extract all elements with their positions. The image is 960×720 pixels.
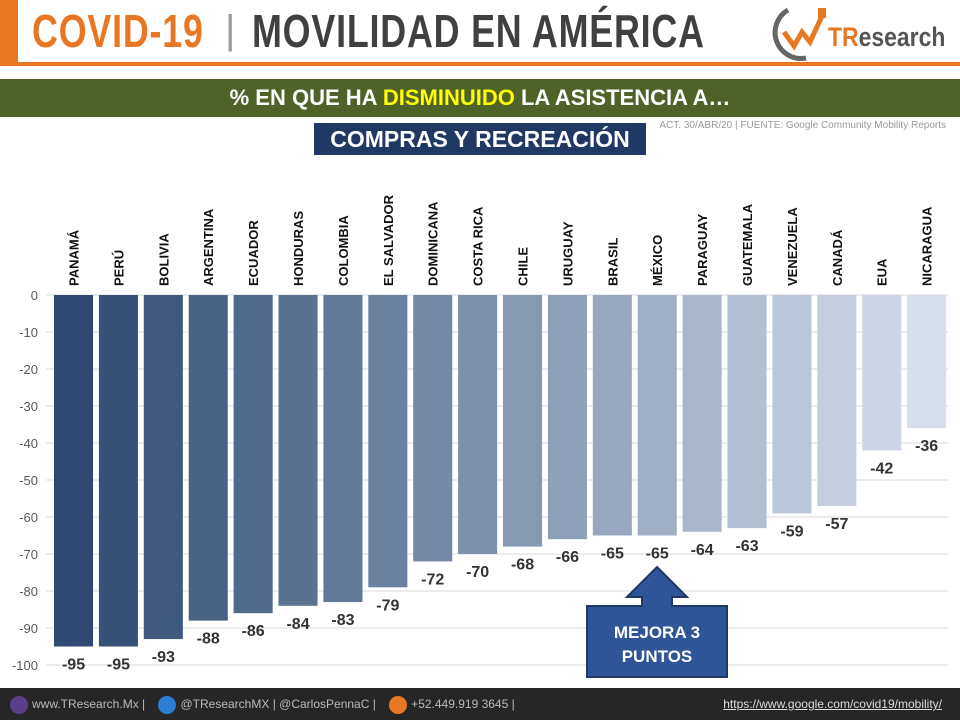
title-main: MOVILIDAD EN AMÉRICA	[252, 5, 705, 57]
category-label: VENEZUELA	[785, 207, 800, 286]
data-label: -42	[870, 460, 893, 477]
category-label: HONDURAS	[291, 211, 306, 286]
category-title: COMPRAS Y RECREACIÓN	[314, 123, 646, 155]
data-label: -86	[242, 623, 265, 640]
bar	[682, 295, 722, 532]
header: COVID-19 | MOVILIDAD EN AMÉRICA TResearc…	[0, 0, 960, 66]
y-tick-label: -50	[19, 473, 38, 488]
source-note: ACT. 30/ABR/20 | FUENTE: Google Communit…	[659, 120, 946, 131]
logo-text: TResearch	[828, 22, 946, 52]
data-label: -70	[466, 564, 489, 581]
bar	[727, 295, 767, 529]
bar	[907, 295, 947, 429]
y-tick-label: -100	[12, 658, 38, 673]
y-tick-label: -20	[19, 362, 38, 377]
data-label: -36	[915, 438, 938, 455]
bar	[368, 295, 408, 588]
footer-site[interactable]: www.TResearch.Mx	[32, 697, 139, 711]
accent-bar	[0, 0, 18, 66]
data-label: -95	[62, 657, 85, 674]
category-label: EL SALVADOR	[381, 194, 396, 286]
data-label: -79	[376, 597, 399, 614]
data-label: -63	[735, 538, 758, 555]
twitter-icon	[158, 695, 177, 714]
question-band: % EN QUE HA DISMINUIDO LA ASISTENCIA A…	[0, 79, 960, 117]
category-label: COSTA RICA	[471, 206, 486, 286]
category-label: PERÚ	[111, 250, 126, 286]
bar	[278, 295, 318, 606]
category-label: PARAGUAY	[695, 213, 710, 286]
y-tick-label: -70	[19, 547, 38, 562]
bar	[143, 295, 183, 640]
bar	[817, 295, 857, 506]
bar	[458, 295, 498, 554]
tresearch-logo-icon	[772, 7, 826, 61]
data-label: -68	[511, 557, 534, 574]
data-label: -84	[286, 616, 309, 633]
category-label: EUA	[875, 258, 890, 286]
footer-handle[interactable]: @CarlosPennaC	[279, 697, 370, 711]
category-label: BRASIL	[605, 238, 620, 286]
y-tick-label: -80	[19, 584, 38, 599]
bar	[862, 295, 902, 451]
category-label: DOMINICANA	[426, 201, 441, 286]
footer: www.TResearch.Mx | @TResearchMX | @Carlo…	[0, 688, 960, 720]
bar-chart: 0 -10 -20 -30 -40 -50 -60 -70 -80 -90 -100 -95 PANAM…	[12, 194, 948, 678]
bar	[413, 295, 453, 562]
data-label: -65	[646, 546, 669, 563]
category-label: BOLIVIA	[156, 233, 171, 286]
data-label: -65	[601, 546, 624, 563]
bar	[503, 295, 543, 547]
title-covid: COVID-19	[32, 5, 204, 57]
category-label: COLOMBIA	[336, 215, 351, 286]
bar	[637, 295, 677, 536]
data-label: -66	[556, 549, 579, 566]
y-tick-label: -60	[19, 510, 38, 525]
data-label: -59	[780, 523, 803, 540]
data-label: -83	[331, 612, 354, 629]
bar	[323, 295, 363, 603]
footer-url[interactable]: https://www.google.com/covid19/mobility/	[723, 697, 942, 711]
footer-twitter[interactable]: @TResearchMX	[180, 697, 270, 711]
title-separator: |	[225, 8, 236, 52]
bar	[772, 295, 812, 514]
category-label: NICARAGUA	[920, 206, 935, 286]
y-tick-label: -40	[19, 436, 38, 451]
bar	[188, 295, 228, 621]
y-tick-label: -10	[19, 325, 38, 340]
category-label: PANAMÁ	[67, 229, 82, 286]
data-label: -64	[691, 542, 714, 559]
callout-text: MEJORA 3	[614, 623, 700, 642]
bar	[54, 295, 94, 647]
category-label: URUGUAY	[560, 221, 575, 286]
bar	[592, 295, 632, 536]
category-label: CHILE	[516, 247, 531, 286]
y-tick-label: -30	[19, 399, 38, 414]
globe-icon	[10, 695, 28, 714]
data-label: -72	[421, 571, 444, 588]
category-label: ECUADOR	[246, 220, 261, 286]
phone-icon	[389, 695, 408, 714]
y-tick-label: -90	[19, 621, 38, 636]
callout-arrow	[586, 565, 728, 678]
category-label: GUATEMALA	[740, 203, 755, 286]
data-label: -93	[152, 649, 175, 666]
category-label: CANADÁ	[830, 229, 845, 286]
category-label: ARGENTINA	[201, 208, 216, 286]
callout-text: PUNTOS	[622, 647, 693, 666]
y-tick-label: 0	[31, 288, 38, 303]
data-label: -57	[825, 516, 848, 533]
data-label: -88	[197, 631, 220, 648]
bar	[233, 295, 273, 614]
bar	[547, 295, 587, 540]
bar	[98, 295, 138, 647]
category-label: MÉXICO	[650, 235, 665, 286]
footer-phone: +52.449.919 3645	[411, 697, 509, 711]
data-label: -95	[107, 657, 130, 674]
